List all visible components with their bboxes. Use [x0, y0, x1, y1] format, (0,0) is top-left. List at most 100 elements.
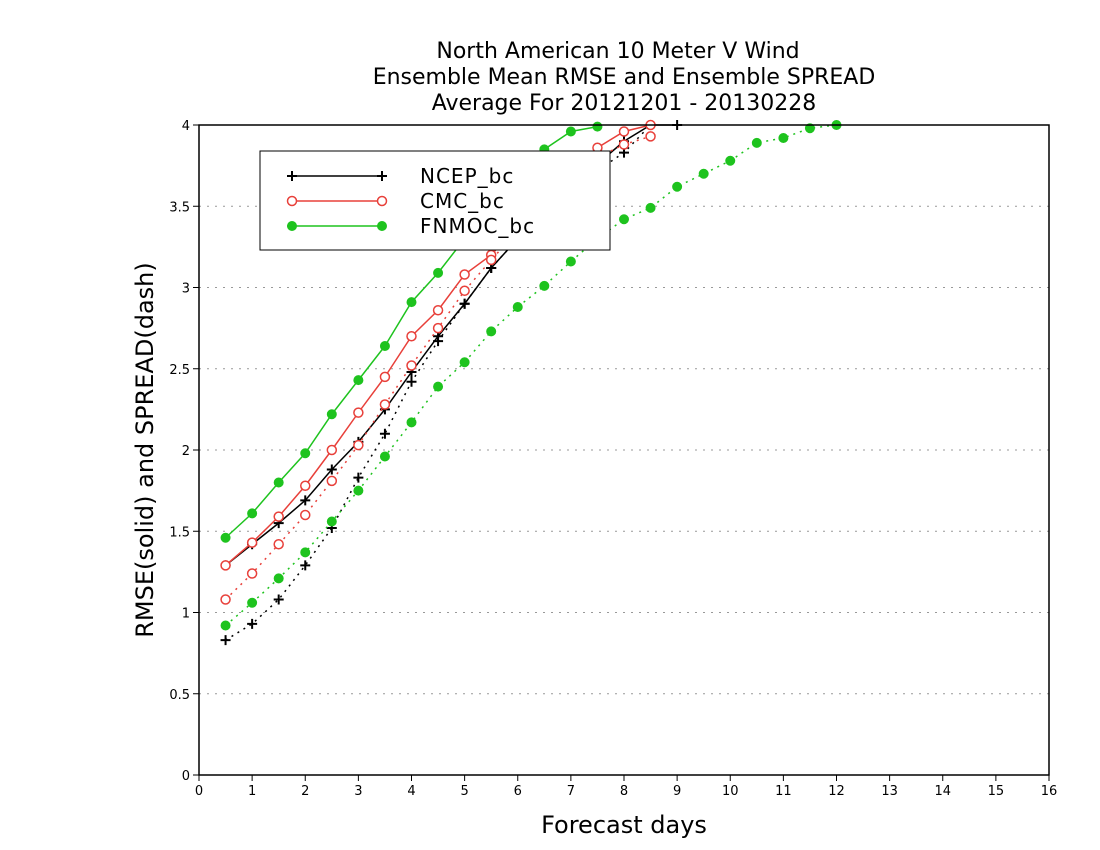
x-tick-label: 8: [620, 784, 628, 799]
x-tick-label: 9: [673, 784, 681, 799]
y-axis-ticks: 0 0.5 1 1.5 2 2.5 3 3.5 4: [169, 119, 199, 784]
filled-circle-marker: [377, 221, 387, 231]
open-circle-marker: [376, 195, 388, 207]
filled-circle-marker: [592, 121, 603, 132]
x-tick-label: 7: [567, 784, 575, 799]
filled-circle-marker: [433, 267, 444, 278]
fnmoc-bc-spread-series: [220, 120, 842, 631]
gridlines: [199, 205, 1049, 695]
open-circle-marker: [220, 594, 231, 605]
open-circle-marker: [459, 285, 470, 296]
plus-marker: [220, 635, 231, 646]
filled-circle-marker: [300, 448, 311, 459]
x-axis-label: Forecast days: [541, 811, 707, 839]
filled-circle-marker: [353, 485, 364, 496]
x-tick-label: 4: [407, 784, 415, 799]
open-circle-marker: [618, 126, 630, 137]
y-tick-label: 3.5: [169, 200, 190, 215]
filled-circle-marker: [247, 597, 258, 608]
filled-circle-marker: [804, 123, 815, 134]
open-circle-marker: [645, 131, 656, 142]
filled-circle-marker: [459, 357, 470, 368]
plus-marker: [433, 336, 444, 347]
y-tick-label: 0: [182, 769, 190, 784]
title-line-3: Average For 20121201 - 20130228: [432, 91, 817, 116]
filled-circle-marker: [645, 202, 656, 213]
y-tick-label: 1: [182, 607, 190, 622]
x-tick-label: 5: [460, 784, 468, 799]
filled-circle-marker: [539, 280, 550, 291]
open-circle-marker: [432, 305, 444, 316]
filled-circle-marker: [326, 516, 337, 527]
plus-marker: [379, 428, 390, 439]
x-tick-label: 2: [301, 784, 309, 799]
filled-circle-marker: [300, 547, 311, 558]
legend-label-fnmoc-bc: FNMOC_bc: [420, 214, 535, 238]
open-circle-marker: [432, 322, 444, 334]
plus-marker: [353, 472, 364, 483]
filled-circle-marker: [565, 126, 576, 137]
plus-marker: [300, 495, 311, 506]
y-tick-label: 4: [182, 119, 190, 134]
filled-circle-marker: [565, 256, 576, 267]
open-circle-marker: [406, 331, 417, 342]
open-circle-marker: [326, 444, 338, 456]
filled-circle-marker: [273, 573, 284, 584]
plus-marker: [377, 171, 387, 181]
plus-marker: [326, 464, 337, 475]
y-tick-label: 1.5: [169, 525, 190, 540]
title-line-2: Ensemble Mean RMSE and Ensemble SPREAD: [373, 65, 876, 90]
y-tick-label: 0.5: [169, 688, 190, 703]
x-tick-label: 11: [775, 784, 792, 799]
open-circle-marker: [286, 195, 298, 207]
filled-circle-marker: [273, 477, 284, 488]
title-line-1: North American 10 Meter V Wind: [436, 39, 799, 64]
cmc-bc-spread-series: [220, 131, 656, 605]
open-circle-marker: [379, 399, 391, 410]
x-tick-label: 10: [722, 784, 739, 799]
filled-circle-marker: [220, 532, 231, 543]
plus-marker: [273, 594, 284, 605]
plus-marker: [406, 376, 417, 387]
filled-circle-marker: [353, 375, 364, 386]
filled-circle-marker: [725, 155, 736, 166]
open-circle-marker: [353, 439, 364, 451]
filled-circle-marker: [619, 214, 629, 225]
filled-circle-marker: [220, 620, 231, 631]
plus-marker: [300, 560, 311, 571]
filled-circle-marker: [406, 417, 417, 428]
open-circle-marker: [300, 509, 311, 521]
y-axis-label: RMSE(solid) and SPREAD(dash): [131, 262, 159, 638]
filled-circle-marker: [433, 381, 444, 392]
open-circle-marker: [300, 480, 311, 491]
open-circle-marker: [459, 269, 470, 280]
open-circle-marker: [326, 475, 338, 487]
filled-circle-marker: [247, 508, 258, 519]
plus-marker: [459, 298, 470, 309]
filled-circle-marker: [287, 221, 297, 231]
open-circle-marker: [379, 371, 391, 383]
x-tick-label: 3: [354, 784, 362, 799]
open-circle-marker: [485, 254, 497, 266]
x-tick-label: 16: [1041, 784, 1058, 799]
open-circle-marker: [618, 139, 630, 150]
filled-circle-marker: [406, 297, 417, 308]
y-tick-label: 3: [182, 282, 190, 297]
x-axis-ticks: 0 1 2 3 4 5 6 7 8 9 10 11 12 13 14 15 16: [195, 775, 1057, 799]
x-tick-label: 14: [934, 784, 951, 799]
open-circle-marker: [246, 568, 258, 579]
filled-circle-marker: [751, 137, 762, 148]
y-tick-label: 2.5: [169, 363, 190, 378]
filled-circle-marker: [512, 302, 523, 312]
x-tick-label: 15: [988, 784, 1005, 799]
y-tick-label: 2: [182, 444, 190, 459]
open-circle-marker: [220, 560, 231, 571]
filled-circle-marker: [698, 168, 709, 179]
filled-circle-marker: [778, 133, 789, 143]
open-circle-marker: [273, 539, 284, 550]
legend-label-cmc-bc: CMC_bc: [420, 189, 505, 213]
x-tick-label: 13: [881, 784, 898, 799]
plus-marker: [247, 618, 258, 629]
